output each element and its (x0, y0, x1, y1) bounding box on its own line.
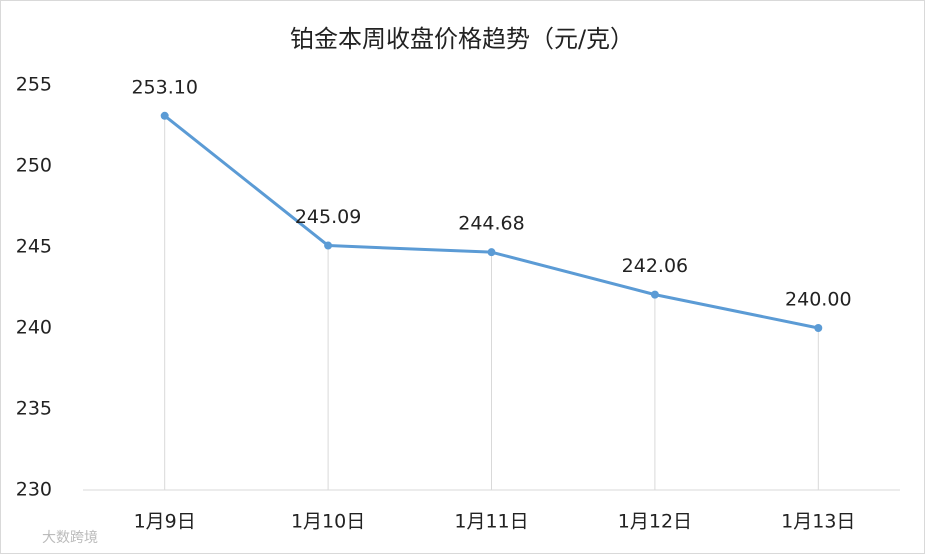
y-tick-label: 230 (16, 479, 52, 501)
data-label: 253.10 (131, 76, 197, 98)
y-tick-label: 235 (16, 398, 52, 420)
y-tick-label: 255 (16, 74, 52, 96)
x-tick-label: 1月10日 (291, 511, 365, 533)
marker (160, 111, 169, 120)
data-label: 242.06 (622, 255, 688, 277)
x-tick-label: 1月13日 (781, 511, 855, 533)
data-label: 240.00 (785, 289, 851, 311)
chart-title: 铂金本周收盘价格趋势（元/克） (290, 25, 634, 53)
x-tick-label: 1月9日 (134, 511, 196, 533)
marker (814, 324, 823, 332)
y-tick-label: 240 (16, 317, 52, 339)
watermark: 大数跨境 (42, 530, 98, 546)
x-tick-label: 1月12日 (618, 511, 692, 533)
data-label: 244.68 (458, 213, 524, 235)
marker (324, 241, 333, 250)
marker (487, 248, 496, 257)
marker (650, 290, 659, 299)
y-tick-label: 245 (16, 236, 52, 258)
data-label: 245.09 (295, 206, 361, 228)
y-tick-label: 250 (16, 155, 52, 177)
x-tick-label: 1月11日 (454, 511, 528, 533)
